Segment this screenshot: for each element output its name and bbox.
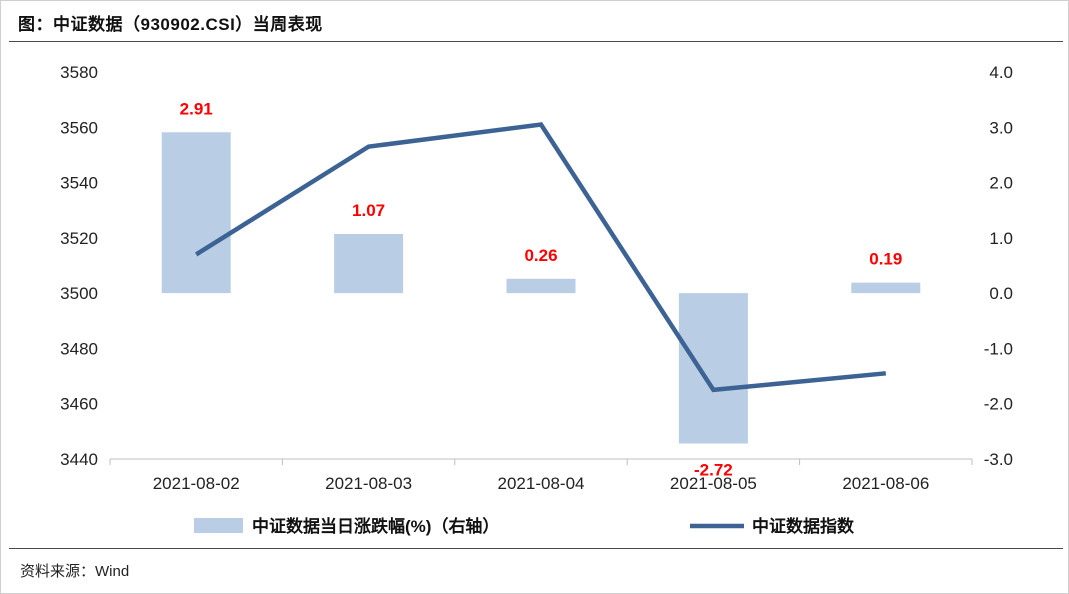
data-labels: 2.91 1.07 0.26 -2.72 0.19: [180, 99, 903, 479]
left-y-axis-ticks: 3440 3460 3480 3500 3520 3540 3560 3580: [60, 63, 98, 469]
bar-2021-08-06: [851, 282, 921, 294]
bar-2021-08-02: [161, 132, 231, 294]
x-tick-label: 2021-08-05: [670, 474, 757, 493]
bar-data-label: 2.91: [180, 99, 213, 118]
x-axis-ticks: 2021-08-02 2021-08-03 2021-08-04 2021-08-05…: [153, 474, 930, 493]
right-y-tick-label: -1.0: [984, 339, 1013, 358]
left-y-tick-label: 3560: [60, 118, 98, 137]
chart-title: 图：中证数据（930902.CSI）当周表现: [18, 15, 323, 34]
legend-line-label: 中证数据指数: [752, 516, 855, 536]
right-y-tick-label: 3.0: [989, 118, 1013, 137]
x-tick-label: 2021-08-06: [842, 474, 929, 493]
right-y-axis-ticks: -3.0 -2.0 -1.0 0.0 1.0 2.0 3.0 4.0: [984, 63, 1013, 469]
right-y-tick-label: -2.0: [984, 395, 1013, 414]
right-y-tick-label: 4.0: [989, 63, 1013, 82]
legend-bar-label: 中证数据当日涨跌幅(%)（右轴）: [252, 516, 499, 536]
right-y-tick-label: -3.0: [984, 450, 1013, 469]
bar-data-label: 1.07: [352, 201, 385, 220]
bar-data-label: -2.72: [694, 461, 733, 480]
left-y-tick-label: 3500: [60, 284, 98, 303]
footer-divider: [9, 548, 1063, 549]
title-divider: [9, 41, 1063, 42]
left-y-tick-label: 3480: [60, 339, 98, 358]
x-tick-label: 2021-08-04: [498, 474, 585, 493]
line-series: [195, 122, 887, 393]
x-tick-label: 2021-08-02: [153, 474, 240, 493]
left-y-tick-label: 3440: [60, 450, 98, 469]
x-axis: [109, 458, 973, 465]
bar-2021-08-04: [506, 278, 576, 294]
left-y-tick-label: 3460: [60, 395, 98, 414]
bar-2021-08-05: [678, 293, 748, 444]
left-y-tick-label: 3520: [60, 229, 98, 248]
x-tick-label: 2021-08-03: [325, 474, 412, 493]
right-y-tick-label: 2.0: [989, 174, 1013, 193]
right-y-tick-label: 0.0: [989, 284, 1013, 303]
left-y-tick-label: 3540: [60, 174, 98, 193]
right-y-tick-label: 1.0: [989, 229, 1013, 248]
legend: 中证数据当日涨跌幅(%)（右轴） 中证数据指数: [194, 516, 855, 536]
bar-data-label: 0.19: [869, 250, 902, 269]
bar-series: [161, 132, 921, 444]
left-y-tick-label: 3580: [60, 63, 98, 82]
bar-2021-08-03: [334, 233, 404, 294]
legend-bar-swatch: [194, 518, 243, 533]
source-note: 资料来源：Wind: [20, 563, 130, 580]
bar-data-label: 0.26: [524, 246, 557, 265]
